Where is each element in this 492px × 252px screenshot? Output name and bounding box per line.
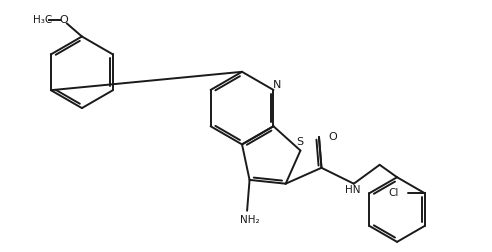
- Text: S: S: [296, 137, 303, 147]
- Text: H₃C: H₃C: [32, 15, 52, 25]
- Text: N: N: [273, 80, 281, 90]
- Text: O: O: [60, 15, 68, 25]
- Text: O: O: [328, 132, 337, 142]
- Text: Cl: Cl: [388, 188, 399, 198]
- Text: HN: HN: [345, 185, 361, 195]
- Text: NH₂: NH₂: [240, 215, 259, 225]
